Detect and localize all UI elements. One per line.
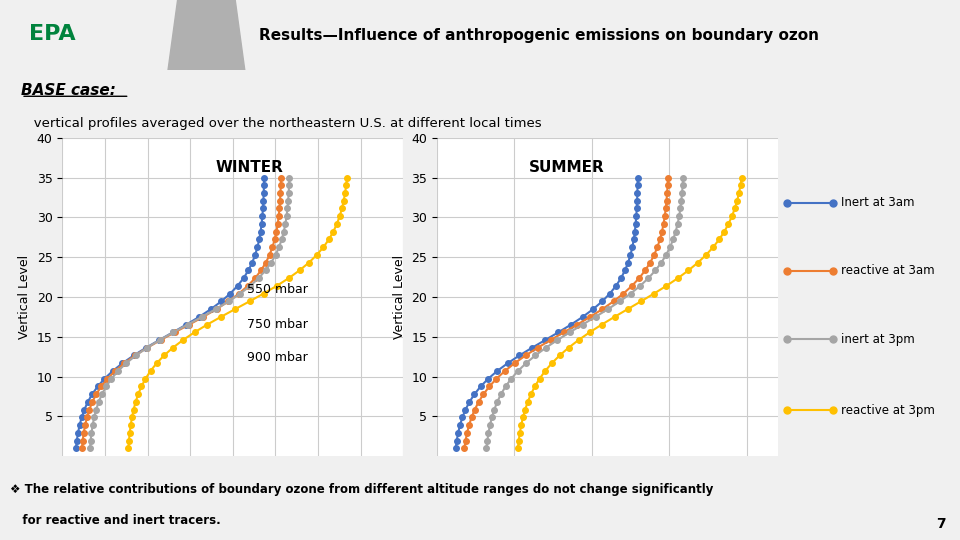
Text: ❖ The relative contributions of boundary ozone from different altitude ranges do: ❖ The relative contributions of boundary… — [10, 483, 713, 496]
Text: Inert at 3am: Inert at 3am — [841, 196, 915, 209]
Y-axis label: Vertical Level: Vertical Level — [18, 255, 32, 339]
Text: 7: 7 — [936, 517, 946, 531]
Text: 750 mbar: 750 mbar — [247, 318, 307, 330]
Text: 900 mbar: 900 mbar — [247, 351, 307, 364]
Text: WINTER: WINTER — [216, 160, 284, 175]
Y-axis label: Vertical Level: Vertical Level — [393, 255, 406, 339]
Polygon shape — [168, 0, 245, 70]
Text: BASE case:: BASE case: — [21, 83, 116, 98]
Text: reactive at 3pm: reactive at 3pm — [841, 404, 935, 417]
Text: reactive at 3am: reactive at 3am — [841, 264, 935, 278]
Text: vertical profiles averaged over the northeastern U.S. at different local times: vertical profiles averaged over the nort… — [21, 117, 541, 130]
Text: 550 mbar: 550 mbar — [247, 282, 307, 295]
Text: SUMMER: SUMMER — [528, 160, 604, 175]
Text: inert at 3pm: inert at 3pm — [841, 333, 915, 346]
Text: EPA: EPA — [29, 24, 76, 44]
Text: Results—Influence of anthropogenic emissions on boundary ozon: Results—Influence of anthropogenic emiss… — [259, 28, 819, 43]
Text: for reactive and inert tracers.: for reactive and inert tracers. — [10, 514, 221, 527]
